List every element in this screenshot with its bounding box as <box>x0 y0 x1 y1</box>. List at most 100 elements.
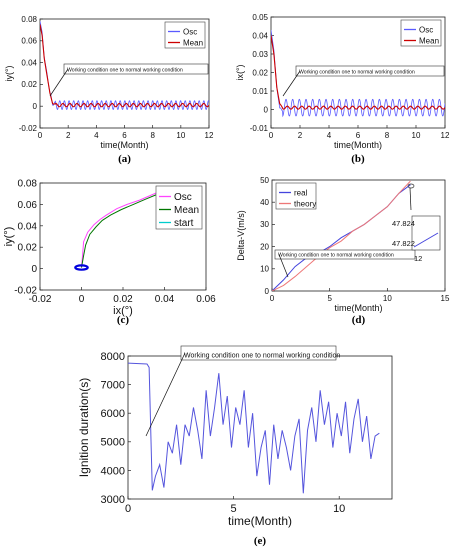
series-line-mean <box>271 35 445 110</box>
panel-label: (c) <box>117 314 130 326</box>
legend-box <box>275 182 317 210</box>
y-tick-label: -0.01 <box>250 124 269 133</box>
inset-box <box>411 215 441 251</box>
x-tick-label: 10 <box>176 131 185 140</box>
y-tick-label: 0.08 <box>21 15 37 24</box>
x-tick-label: 2 <box>66 131 71 140</box>
inset-arrow <box>409 187 412 211</box>
plot-frame <box>127 355 393 500</box>
y-tick-label: 0.04 <box>252 31 268 40</box>
y-tick-label: 10 <box>260 265 269 274</box>
y-tick-label: 0.06 <box>21 37 37 46</box>
plot-area <box>272 180 411 291</box>
y-tick-label: 7000 <box>101 379 125 391</box>
series-line-osc <box>271 29 445 118</box>
y-tick-label: 0.04 <box>21 58 37 67</box>
legend-box <box>400 19 442 47</box>
x-axis-label: time(Month) <box>228 514 292 528</box>
y-tick-label: 5000 <box>101 437 125 449</box>
legend-label: start <box>174 218 194 229</box>
x-tick-label: 2 <box>298 131 303 140</box>
legend-label: theory <box>294 199 316 208</box>
legend-label: Mean <box>419 36 439 45</box>
series-line-data <box>128 362 380 494</box>
y-axis-label: ix(°) <box>235 64 245 80</box>
inset-label: 12 <box>414 254 422 263</box>
y-axis-label: iy(°) <box>4 65 14 81</box>
x-tick-label: -0.02 <box>29 294 52 305</box>
y-tick-label: 8000 <box>101 351 125 363</box>
y-tick-label: 0.02 <box>18 243 38 254</box>
annotation-arrow <box>278 254 289 278</box>
panel-label: (d) <box>352 314 366 326</box>
y-tick-label: 0.04 <box>18 221 38 232</box>
x-tick-label: 0 <box>125 503 131 515</box>
x-tick-label: 10 <box>412 131 421 140</box>
x-tick-label: 6 <box>122 131 127 140</box>
series-line-mean <box>40 24 209 108</box>
legend-label: Mean <box>183 38 203 47</box>
y-tick-label: 0.03 <box>252 50 268 59</box>
x-axis-label: ix(°) <box>113 305 133 317</box>
series-line-mean <box>81 190 165 268</box>
y-tick-label: 30 <box>260 220 269 229</box>
chart-panel-3: -0.02 0 0.02 0.04 0.06 -0.02 0 0.02 0.04 0.06 0.08… <box>3 179 216 327</box>
x-tick-label: 12 <box>205 131 214 140</box>
x-tick-label: 5 <box>327 294 332 303</box>
y-tick-label: 0 <box>264 105 269 114</box>
y-tick-label: 0 <box>31 264 37 275</box>
y-tick-label: 0 <box>33 102 38 111</box>
legend-box <box>155 185 203 230</box>
plot-area <box>74 186 167 271</box>
legend-label: Osc <box>183 27 197 36</box>
annotation-box <box>295 65 445 77</box>
y-axis-label: Delta-V(m/s) <box>236 210 246 261</box>
y-tick-label: 0.05 <box>252 13 268 22</box>
annotation-text: Working condition one to normal working … <box>67 68 183 74</box>
x-tick-label: 0 <box>269 131 274 140</box>
annotation-text: Working condition one to normal working … <box>278 253 394 259</box>
x-tick-label: 0.02 <box>113 294 133 305</box>
y-tick-label: -0.02 <box>19 124 38 133</box>
annotation-box <box>274 249 416 260</box>
chart-panel-4: 0 5 10 15 0 10 20 30 40 50 time(Month) Delta-V(m/s)… <box>236 176 450 326</box>
y-tick-label: 0.08 <box>18 179 38 190</box>
legend-label: Mean <box>174 205 199 216</box>
series-line-osc <box>81 188 165 268</box>
x-tick-label: 0 <box>270 294 275 303</box>
plot-area <box>40 21 209 110</box>
panel-label: (b) <box>351 153 365 165</box>
annotation-arrow <box>282 70 301 97</box>
y-tick-label: 4000 <box>101 465 125 477</box>
legend-box <box>164 21 206 49</box>
legend-label: real <box>294 188 308 197</box>
annotation-arrow <box>145 352 186 437</box>
x-axis-label: time(Month) <box>334 140 382 150</box>
chart-panel-1: 0 2 4 6 8 10 12-0.0200.020.040.060.08time(Mont… <box>4 15 214 165</box>
annotation-text: Working condition one to normal working … <box>299 70 415 76</box>
x-tick-label: 4 <box>94 131 99 140</box>
annotation-box <box>63 63 209 75</box>
inset-marker <box>407 183 415 189</box>
x-tick-label: 8 <box>150 131 155 140</box>
y-tick-label: 6000 <box>101 408 125 420</box>
inset-line <box>413 232 439 248</box>
y-tick-label: 50 <box>260 176 269 185</box>
chart-panel-5: 0 5 10 3000 4000 5000 6000 7000 8000 time(Month) I… <box>77 345 393 547</box>
x-tick-label: 5 <box>231 503 237 515</box>
y-tick-label: 0.02 <box>252 68 268 77</box>
x-tick-label: 0 <box>38 131 43 140</box>
y-axis-label: iy(°) <box>3 227 15 247</box>
series-line-osc <box>40 21 209 110</box>
series-ring <box>74 264 89 271</box>
y-tick-label: 0.02 <box>21 80 37 89</box>
y-tick-label: -0.02 <box>14 286 37 297</box>
plot-area <box>128 362 380 494</box>
inset-label: 47.824 <box>392 219 415 228</box>
annotation-box <box>180 345 337 361</box>
inset-label: 47.822 <box>392 239 415 248</box>
x-tick-label: 0.06 <box>196 294 216 305</box>
x-axis-label: time(Month) <box>100 140 148 150</box>
x-tick-label: 12 <box>441 131 450 140</box>
